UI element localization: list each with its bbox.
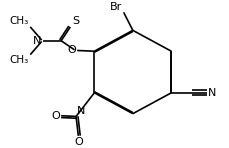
Text: Br: Br	[110, 2, 123, 12]
Text: CH₃: CH₃	[10, 16, 29, 26]
Text: N: N	[208, 88, 216, 98]
Text: N: N	[33, 36, 42, 46]
Text: N: N	[77, 106, 86, 116]
Text: S: S	[72, 16, 79, 26]
Text: O: O	[67, 45, 76, 56]
Text: O: O	[74, 137, 83, 147]
Text: CH₃: CH₃	[10, 55, 29, 65]
Text: O: O	[51, 111, 60, 121]
